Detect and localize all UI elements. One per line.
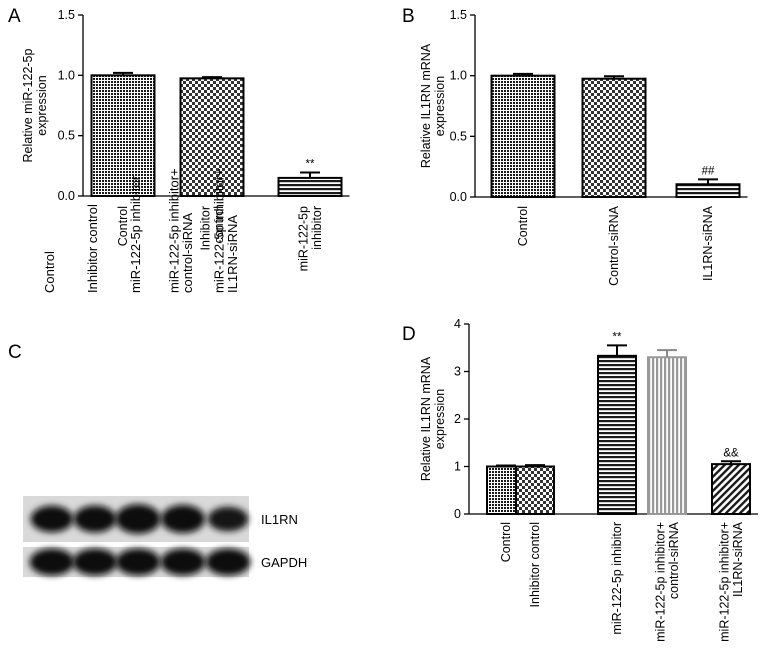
blot-band [72,548,118,576]
y-tick-label: 1.5 [58,8,75,22]
x-category-label: IL1RN-siRNA [701,205,715,281]
panel-letter-a: A [8,6,21,27]
x-category-label: Inhibitor [198,206,212,250]
x-category-label: Control-siRNA [607,205,621,286]
y-tick-label: 4 [454,317,461,331]
bar [647,356,687,515]
x-category-label: control [212,206,226,244]
bar [711,463,751,515]
y-tick-label: 0 [454,507,461,521]
x-category-label: control-siRNA [667,521,681,599]
blot-band [205,548,251,576]
chart-panel-d: 0 1 2 3 4 Relative IL1RN mRNA expression Contro… [419,317,758,642]
y-axis-title: expression [433,76,447,136]
x-category-label: miR-122-5p [296,206,310,271]
y-axis-title: Relative IL1RN mRNA [419,43,433,168]
significance-label: ** [613,331,622,343]
blot-band [115,548,161,576]
y-axis-title: expression [35,75,49,135]
x-category-label: inhibitor [310,206,324,250]
x-category-label: miR-122-5p inhibitor+ [717,522,731,642]
bar [675,183,741,198]
y-tick-label: 1.0 [450,69,467,83]
y-tick-label: 0.0 [58,189,75,203]
blot-lane-label: miR-122-5p inhibitor+ [211,168,226,293]
y-axis-title: expression [433,389,447,449]
bar [581,77,647,198]
x-category-label: Control [499,522,513,562]
y-tick-label: 1.5 [450,8,467,22]
chart-panel-a: 0.0 0.5 1.0 1.5 Relative miR-122-5p expressio… [21,8,350,271]
x-category-label: IL1RN-siRNA [731,521,745,597]
y-tick-label: 1.0 [58,68,75,82]
significance-label: ## [702,165,715,177]
bar [179,77,245,197]
blot-row-label: IL1RN [261,512,298,527]
x-category-label: Control [116,206,130,246]
y-tick-label: 0.5 [58,129,75,143]
bar [277,176,343,197]
y-tick-label: 1 [454,460,461,474]
blot-lane-label: miR-122-5p inhibitor [128,175,143,293]
blot-band [115,504,161,534]
x-category-label: Inhibitor control [528,522,542,607]
bar [597,354,637,516]
blot-lane-label: miR-122-5p inhibitor+ [166,168,181,293]
bar [490,74,556,198]
y-axis-title: Relative IL1RN mRNA [419,356,433,481]
blot-lane-label: control-siRNA [180,212,195,293]
bar [515,465,555,515]
blot-band [160,548,206,576]
bar [90,74,156,197]
x-category-label: miR-122-5p inhibitor+ [653,522,667,642]
blot-lane-label: Control [42,251,57,293]
significance-label: ** [306,158,315,170]
y-tick-label: 0.5 [450,129,467,143]
panel-letter-c: C [8,342,22,363]
significance-label: && [723,447,739,459]
x-category-label: miR-122-5p inhibitor [610,522,624,635]
x-category-label: Control [516,206,530,246]
western-blot-panel: Control Inhibitor control miR-122-5p inhib… [23,168,307,577]
y-tick-label: 0.0 [450,190,467,204]
blot-lane-label: IL1RN-siRNA [225,215,240,293]
blot-band [30,505,74,533]
chart-panel-b: 0.0 0.5 1.0 1.5 Relative IL1RN mRNA expressio… [419,8,748,286]
panel-letter-d: D [402,324,416,345]
panel-letter-b: B [402,6,415,27]
blot-lane-label: Inhibitor control [85,204,100,293]
blot-band [73,505,117,533]
blot-band [207,506,249,532]
y-tick-label: 3 [454,365,461,379]
blot-band [29,548,75,576]
y-axis-title: Relative miR-122-5p [21,48,35,162]
y-tick-label: 2 [454,412,461,426]
blot-band [160,504,206,534]
blot-row-label: GAPDH [261,555,307,570]
